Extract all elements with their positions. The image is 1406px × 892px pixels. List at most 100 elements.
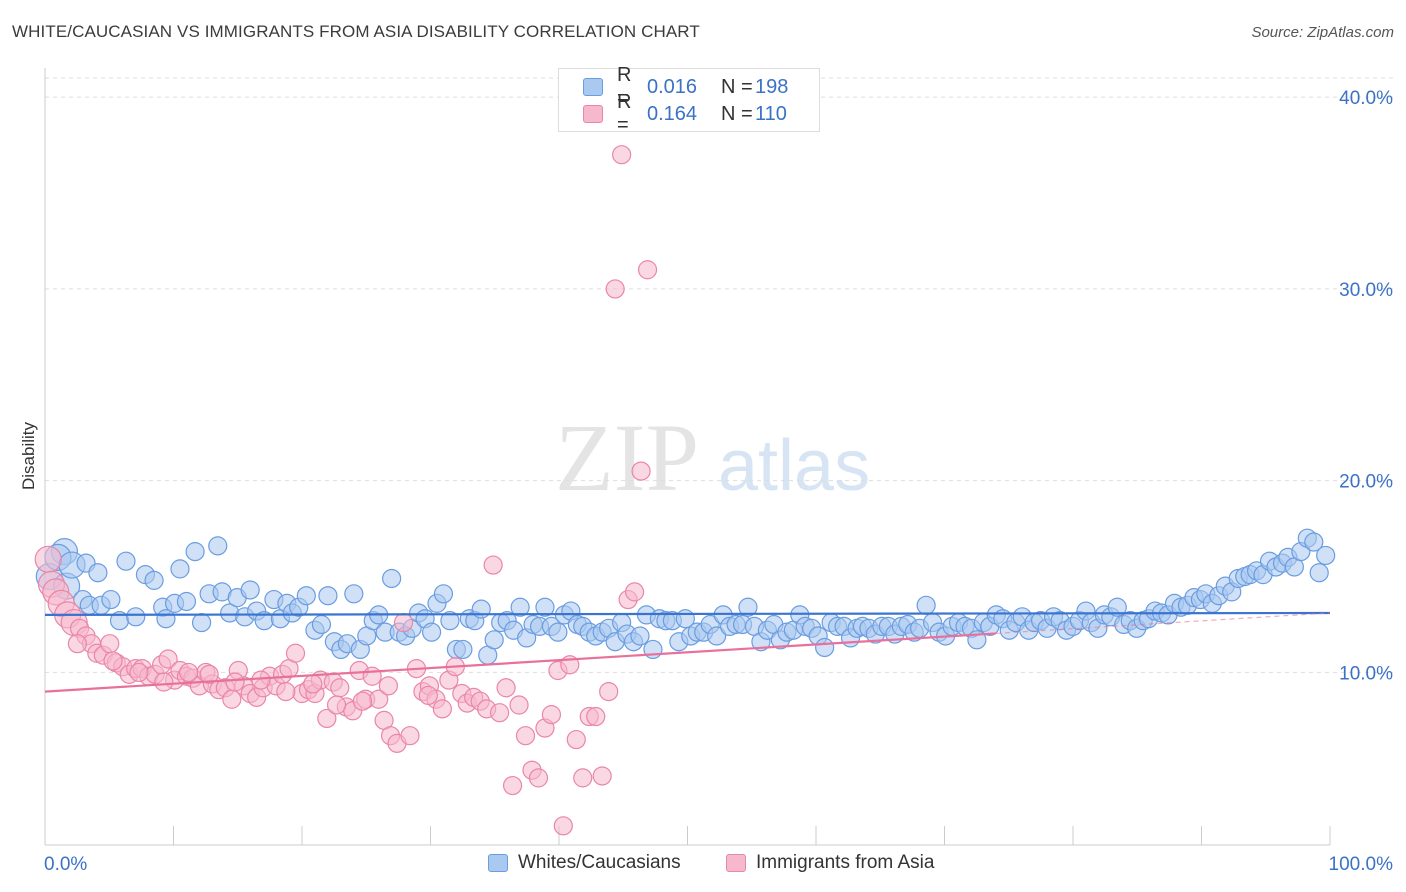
- point-asia: [330, 678, 350, 698]
- point-asia: [637, 260, 658, 280]
- point-asia: [326, 695, 347, 715]
- point-whites: [1309, 563, 1329, 583]
- legend-n-label: N =: [721, 102, 753, 125]
- legend-row-asia: R = 0.164 N = 110: [583, 91, 829, 136]
- watermark: ZIP atlas: [555, 404, 870, 511]
- point-whites: [916, 595, 936, 615]
- point-whites: [116, 551, 136, 571]
- point-asia: [432, 699, 452, 719]
- point-asia: [553, 816, 573, 836]
- point-whites: [630, 626, 650, 646]
- legend-swatch-pink: [583, 105, 603, 123]
- point-asia: [400, 726, 420, 746]
- x-tick-label: 0.0%: [44, 854, 87, 875]
- y-axis-title: Disability: [19, 421, 38, 490]
- point-asia: [225, 672, 245, 692]
- point-whites: [318, 586, 338, 606]
- point-whites: [1107, 597, 1127, 617]
- point-asia: [378, 676, 398, 696]
- point-asia: [129, 662, 149, 683]
- point-whites: [382, 568, 402, 589]
- point-asia: [599, 681, 619, 702]
- point-whites: [433, 584, 454, 604]
- point-asia: [496, 678, 516, 698]
- point-asia: [490, 703, 510, 723]
- point-whites: [88, 563, 108, 583]
- point-whites: [208, 536, 228, 556]
- bottom-legend-label: Immigrants from Asia: [756, 852, 935, 873]
- point-asia: [393, 612, 414, 633]
- point-asia: [251, 670, 271, 690]
- point-asia: [592, 766, 612, 786]
- point-asia: [612, 145, 632, 165]
- point-asia: [515, 726, 536, 746]
- x-tick-label: 100.0%: [1329, 854, 1394, 875]
- trend-line-asia: [44, 632, 996, 693]
- point-whites: [440, 611, 460, 631]
- point-whites: [101, 589, 121, 610]
- legend-r-value: 0.164: [647, 102, 698, 125]
- point-whites: [176, 591, 197, 612]
- axes: [44, 68, 1331, 846]
- trend-line-asia-extension: [995, 612, 1331, 635]
- point-asia: [605, 279, 625, 299]
- point-whites: [170, 559, 190, 579]
- point-asia: [418, 685, 438, 706]
- source-label: Source: ZipAtlas.com: [1251, 24, 1394, 41]
- legend-n-value: 110: [755, 102, 787, 125]
- y-tick-label: 40.0%: [1339, 88, 1393, 109]
- point-whites: [185, 542, 205, 562]
- bottom-legend-asia: Immigrants from Asia: [726, 852, 934, 874]
- legend-r-label: R =: [617, 91, 632, 136]
- point-whites: [296, 586, 316, 606]
- point-whites: [738, 597, 758, 617]
- point-asia: [566, 729, 586, 750]
- point-whites: [126, 607, 146, 627]
- y-tick-label: 10.0%: [1339, 663, 1393, 684]
- trend-line-whites: [44, 611, 1331, 617]
- point-asia: [509, 695, 529, 715]
- bottom-legend-swatch-pink: [726, 854, 746, 872]
- point-whites: [344, 584, 364, 604]
- watermark-atlas: atlas: [718, 426, 870, 506]
- point-asia: [154, 672, 174, 692]
- point-whites: [240, 580, 260, 600]
- correlation-legend: R = 0.016 N = 198 R = 0.164 N = 110: [558, 64, 820, 136]
- point-whites: [453, 639, 473, 660]
- point-whites: [144, 570, 164, 590]
- series-asia-points: [34, 145, 658, 836]
- point-asia: [34, 545, 62, 573]
- point-asia: [276, 681, 296, 702]
- point-whites: [484, 630, 504, 650]
- series-whites-points: [35, 528, 1336, 665]
- chart-title: WHITE/CAUCASIAN VS IMMIGRANTS FROM ASIA …: [12, 22, 700, 41]
- point-asia: [317, 708, 337, 729]
- point-asia: [285, 643, 306, 663]
- point-asia: [199, 664, 219, 684]
- point-asia: [158, 649, 178, 669]
- point-asia: [528, 768, 549, 788]
- point-whites: [510, 597, 530, 617]
- legend-swatch-blue: [583, 78, 603, 96]
- point-whites: [311, 614, 332, 635]
- legend-r-label: R =: [617, 64, 632, 109]
- y-tick-label: 20.0%: [1339, 472, 1393, 493]
- watermark-zip: ZIP: [555, 404, 699, 511]
- point-asia: [179, 662, 199, 683]
- point-whites: [707, 626, 727, 646]
- point-asia: [67, 634, 87, 654]
- trend-lines: [44, 611, 1331, 693]
- bottom-legend-label: Whites/Caucasians: [518, 852, 681, 873]
- point-asia: [303, 674, 323, 694]
- point-asia: [631, 461, 651, 481]
- point-asia: [483, 555, 503, 575]
- legend-n-value: 198: [755, 75, 789, 98]
- legend-n-label: N =: [721, 75, 753, 98]
- tick-labels: 10.0% 20.0% 30.0% 40.0% 0.0% 100.0%: [44, 88, 1393, 875]
- y-tick-label: 30.0%: [1339, 280, 1393, 301]
- point-asia: [100, 634, 120, 654]
- point-asia: [573, 768, 593, 788]
- point-whites: [535, 597, 555, 617]
- point-asia: [352, 691, 373, 711]
- point-whites: [548, 622, 568, 642]
